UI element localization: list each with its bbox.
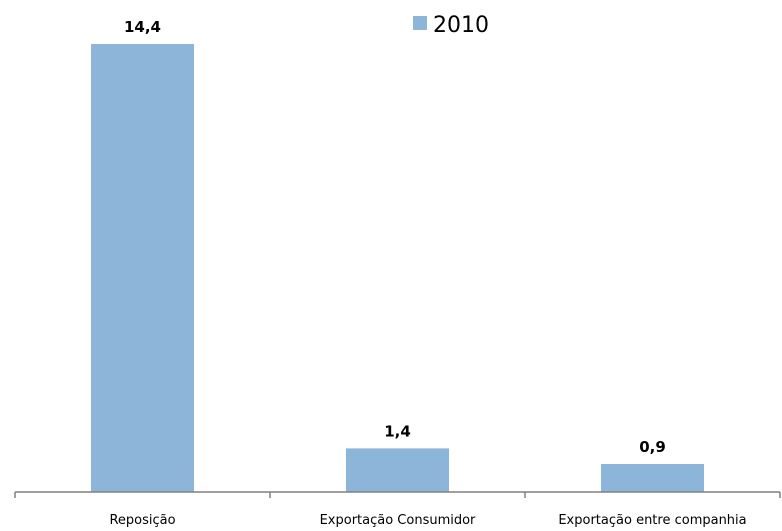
bar-2: [346, 448, 449, 492]
value-label-3: 0,9: [639, 438, 666, 456]
bars: [91, 44, 704, 492]
x-axis: [14, 491, 781, 498]
value-label-2: 1,4: [384, 422, 411, 440]
legend: 2010: [413, 13, 489, 38]
bar-1: [91, 44, 194, 492]
legend-swatch: [413, 16, 427, 30]
value-labels: 14,4 1,4 0,9: [124, 18, 666, 456]
category-label-1: Reposição: [109, 513, 175, 528]
category-labels: Reposição Exportação Consumidor Exportação…: [109, 513, 746, 528]
value-label-1: 14,4: [124, 18, 161, 36]
bar-3: [601, 464, 704, 492]
category-label-2: Exportação Consumidor: [320, 513, 476, 528]
legend-label-2010: 2010: [433, 13, 489, 38]
category-label-3: Exportação entre companhia: [558, 513, 746, 528]
